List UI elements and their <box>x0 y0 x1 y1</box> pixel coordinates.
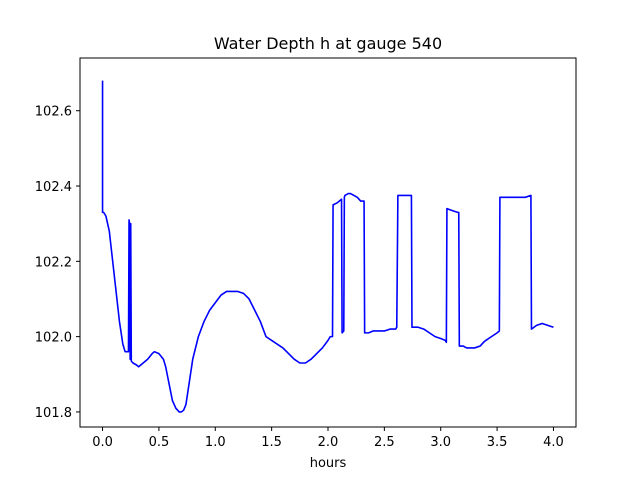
x-tick-label: 3.0 <box>430 435 451 450</box>
y-tick-label: 102.4 <box>35 180 72 195</box>
x-axis-ticks: 0.0 0.5 1.0 1.5 2.0 2.5 3.0 3.5 4.0 <box>92 427 564 450</box>
y-tick-label: 102.6 <box>35 105 72 120</box>
x-tick-label: 0.5 <box>149 435 170 450</box>
x-tick-label: 4.0 <box>543 435 564 450</box>
x-tick-label: 1.5 <box>261 435 282 450</box>
x-tick-label: 1.0 <box>205 435 226 450</box>
y-tick-label: 102.0 <box>35 331 72 346</box>
chart-title: Water Depth h at gauge 540 <box>214 34 442 53</box>
x-tick-label: 2.5 <box>374 435 395 450</box>
series-line-0 <box>101 80 554 413</box>
y-tick-label: 102.2 <box>35 255 72 270</box>
x-tick-label: 3.5 <box>487 435 508 450</box>
x-tick-label: 2.0 <box>318 435 339 450</box>
series-layer <box>101 80 554 413</box>
y-tick-label: 101.8 <box>35 406 72 421</box>
x-tick-label: 0.0 <box>92 435 113 450</box>
x-axis-label: hours <box>310 456 347 471</box>
y-axis-ticks: 101.8 102.0 102.2 102.4 102.6 <box>35 105 80 421</box>
